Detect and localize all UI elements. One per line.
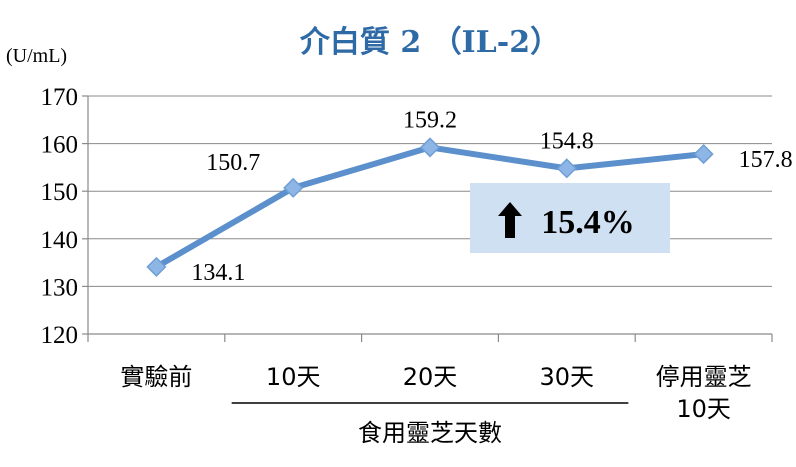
- x-tick-label: 10天: [676, 395, 731, 423]
- y-tick-label: 140: [41, 227, 79, 254]
- y-tick-label: 120: [41, 322, 79, 349]
- x-tick-label: 30天: [540, 363, 595, 391]
- annotation-box: [470, 183, 670, 253]
- data-label: 134.1: [191, 260, 245, 286]
- data-point: [146, 256, 167, 277]
- axes: [82, 95, 773, 342]
- annotation-text: 15.4%: [541, 204, 635, 241]
- chart-title: 介白質 2 （IL-2）: [299, 25, 560, 60]
- data-point: [283, 177, 304, 198]
- data-point: [556, 158, 577, 179]
- data-label: 159.2: [403, 107, 457, 133]
- y-unit-label: (U/mL): [6, 45, 67, 67]
- y-tick-labels: 120 130 140 150 160 170: [41, 84, 79, 349]
- y-tick-label: 150: [41, 179, 79, 206]
- x-tick-labels: 實驗前 10天 20天 30天 停用靈芝 10天: [120, 363, 751, 423]
- data-labels: 134.1 150.7 159.2 154.8 157.8: [191, 107, 792, 285]
- x-tick-label: 實驗前: [120, 363, 192, 391]
- y-tick-label: 170: [41, 84, 79, 111]
- x-tick-label: 10天: [266, 363, 321, 391]
- annotation: 15.4%: [470, 183, 670, 253]
- y-tick-label: 160: [41, 132, 79, 159]
- x-group-label: 食用靈芝天數: [358, 419, 502, 447]
- data-label: 150.7: [206, 150, 260, 176]
- data-label: 154.8: [540, 128, 594, 154]
- y-tick-label: 130: [41, 274, 79, 301]
- series: [146, 137, 714, 277]
- arrow-up-icon: [498, 202, 522, 238]
- x-group: 食用靈芝天數: [231, 402, 629, 447]
- data-point: [693, 144, 714, 165]
- x-tick-label: 20天: [403, 363, 458, 391]
- data-label: 157.8: [739, 147, 793, 173]
- x-tick-label: 停用靈芝: [656, 363, 752, 391]
- data-point: [419, 137, 441, 158]
